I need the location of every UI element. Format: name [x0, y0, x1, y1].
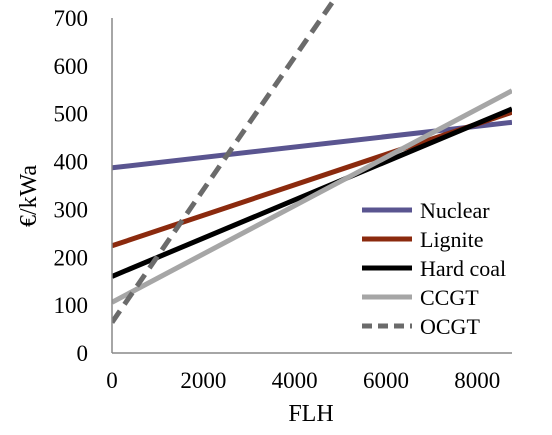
y-tick-label: 100: [54, 293, 89, 318]
x-tick-label: 0: [106, 368, 118, 393]
ticks-layer: 0 100 200 300 400 500 600 700 0 2000 4000 6000 8000: [54, 6, 501, 393]
y-axis-title: €/kWa: [16, 165, 42, 227]
legend-label: Nuclear: [420, 198, 490, 223]
x-tick-label: 8000: [454, 368, 500, 393]
legend-label: Hard coal: [420, 256, 506, 281]
x-tick-label: 6000: [363, 368, 409, 393]
x-axis-title: FLH: [288, 401, 333, 427]
legend: Nuclear Lignite Hard coal CCGT OCGT: [362, 198, 506, 339]
series-layer: [112, 0, 512, 324]
legend-label: Lignite: [420, 227, 484, 252]
legend-label: CCGT: [420, 285, 479, 310]
y-tick-label: 200: [54, 245, 89, 270]
series-line-ocgt: [112, 0, 337, 324]
y-tick-label: 400: [54, 150, 89, 175]
x-tick-label: 4000: [272, 368, 318, 393]
y-tick-label: 600: [54, 54, 89, 79]
y-tick-label: 700: [54, 6, 89, 31]
series-line-ccgt: [112, 88, 512, 305]
x-tick-label: 2000: [180, 368, 226, 393]
y-tick-label: 0: [77, 341, 89, 366]
axes-layer: [111, 18, 512, 354]
legend-label: OCGT: [420, 314, 480, 339]
series-line-hard-coal: [112, 106, 512, 279]
y-tick-label: 500: [54, 102, 89, 127]
series-line-nuclear: [112, 119, 512, 171]
y-tick-label: 300: [54, 197, 89, 222]
